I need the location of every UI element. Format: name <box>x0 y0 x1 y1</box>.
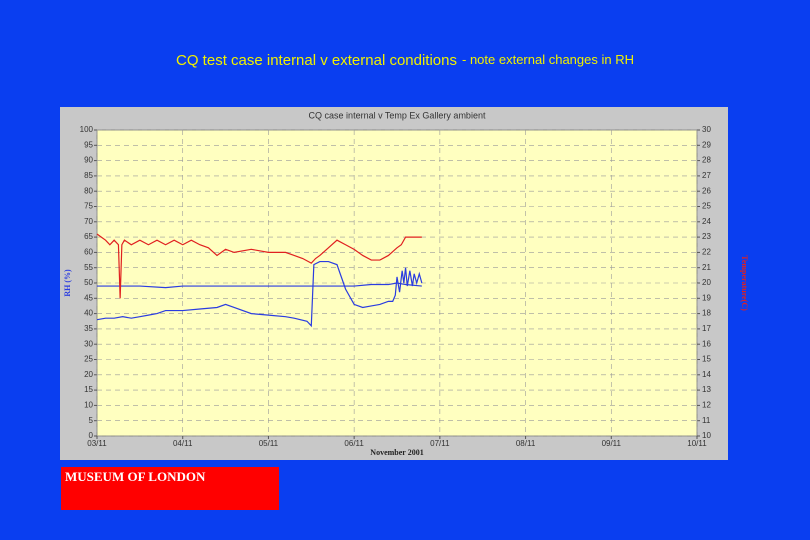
y-tick-label: 70 <box>84 217 93 226</box>
y-tick-label: 65 <box>84 232 93 241</box>
y2-tick-label: 14 <box>702 370 711 379</box>
y-tick-label: 25 <box>84 355 93 364</box>
y-tick-label: 10 <box>84 401 93 410</box>
y2-tick-label: 25 <box>702 202 711 211</box>
slide-title: CQ test case internal v external conditi… <box>176 52 634 69</box>
y-tick-label: 100 <box>80 125 94 134</box>
y2-tick-label: 12 <box>702 401 711 410</box>
plot: 0 5 10 15 20 25 30 35 40 45 50 55 60 65 70 75 80 85 90 95 10… <box>80 125 712 448</box>
y2-tick-label: 15 <box>702 355 711 364</box>
y-tick-label: 20 <box>84 370 93 379</box>
y-tick-label: 50 <box>84 278 93 287</box>
y2-axis-label: Temperature(C) <box>740 255 749 311</box>
y2-tick-label: 26 <box>702 186 711 195</box>
x-tick-label: 10/11 <box>687 439 707 448</box>
y2-tick-label: 30 <box>702 125 711 134</box>
y2-tick-label: 11 <box>702 416 711 425</box>
series-line <box>96 233 422 299</box>
y-tick-label: 40 <box>84 309 93 318</box>
y-tick-label: 85 <box>84 171 93 180</box>
x-tick-label: 03/11 <box>87 439 107 448</box>
y-tick-label: 75 <box>84 202 93 211</box>
y2-tick-label: 27 <box>702 171 711 180</box>
y-tick-label: 55 <box>84 263 93 272</box>
y2-tick-label: 17 <box>702 324 711 333</box>
y2-tick-label: 28 <box>702 156 711 165</box>
y-tick-label: 60 <box>84 248 93 257</box>
y2-tick-label: 10 <box>702 431 711 440</box>
y-axis-label: RH (%) <box>63 269 72 297</box>
y2-tick-label: 21 <box>702 263 711 272</box>
series-line <box>96 260 423 328</box>
x-tick-label: 05/11 <box>259 439 279 448</box>
x-tick-label: 09/11 <box>602 439 622 448</box>
x-axis-label: November 2001 <box>370 448 423 457</box>
x-tick-label: 08/11 <box>516 439 536 448</box>
y2-tick-label: 13 <box>702 385 711 394</box>
y2-tick-label: 22 <box>702 248 711 257</box>
y2-tick-label: 29 <box>702 140 711 149</box>
y-tick-label: 80 <box>84 186 93 195</box>
chart-title: CQ case internal v Temp Ex Gallery ambie… <box>309 110 486 120</box>
y-tick-label: 0 <box>89 431 94 440</box>
y-tick-label: 5 <box>89 416 94 425</box>
logo-box <box>61 467 279 510</box>
title-note: - note external changes in RH <box>462 52 634 67</box>
y-tick-label: 45 <box>84 293 93 302</box>
y2-tick-label: 20 <box>702 278 711 287</box>
x-tick-label: 04/11 <box>173 439 193 448</box>
x-tick-label: 07/11 <box>430 439 450 448</box>
y-tick-label: 35 <box>84 324 93 333</box>
title-main: CQ test case internal v external conditi… <box>176 52 457 69</box>
y2-tick-label: 24 <box>702 217 711 226</box>
series-line <box>97 282 422 289</box>
y2-tick-label: 16 <box>702 339 711 348</box>
y-tick-label: 30 <box>84 339 93 348</box>
y2-tick-label: 19 <box>702 293 711 302</box>
logo-text: MUSEUM OF LONDON <box>65 469 206 484</box>
y2-tick-label: 18 <box>702 309 711 318</box>
y-tick-label: 15 <box>84 385 93 394</box>
x-tick-label: 06/11 <box>344 439 364 448</box>
y-tick-label: 90 <box>84 156 93 165</box>
y2-tick-label: 23 <box>702 232 711 241</box>
y-tick-label: 95 <box>84 140 93 149</box>
